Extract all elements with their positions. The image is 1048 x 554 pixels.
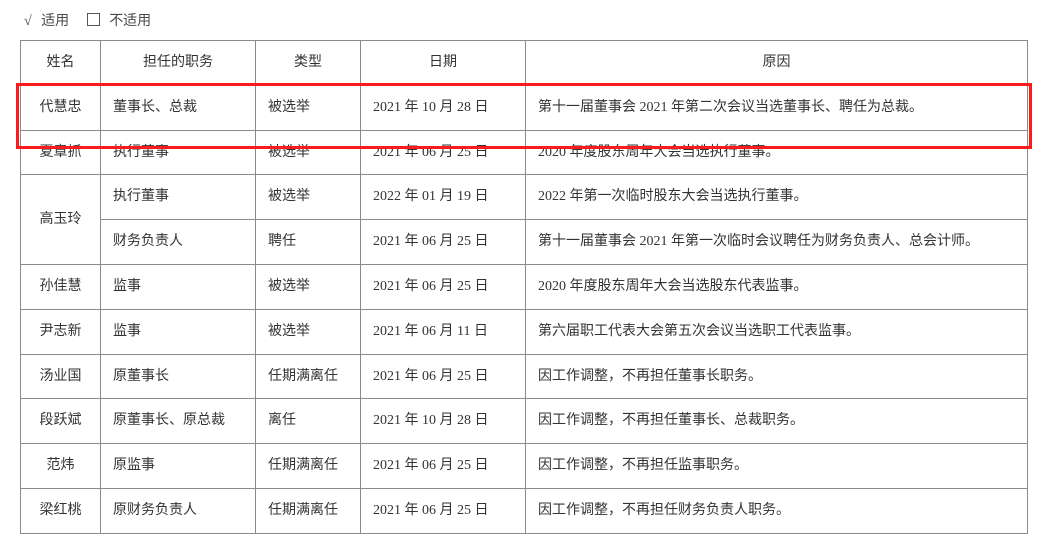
cell-date: 2021 年 06 月 25 日 — [361, 264, 526, 309]
cell-date: 2021 年 06 月 11 日 — [361, 309, 526, 354]
cell-name: 代慧忠 — [21, 85, 101, 130]
table-row: 尹志新 监事 被选举 2021 年 06 月 11 日 第六届职工代表大会第五次… — [21, 309, 1028, 354]
cell-type: 被选举 — [256, 264, 361, 309]
cell-reason: 2020 年度股东周年大会当选执行董事。 — [526, 130, 1028, 175]
cell-name: 高玉玲 — [21, 175, 101, 265]
table-row: 夏章抓 执行董事 被选举 2021 年 06 月 25 日 2020 年度股东周… — [21, 130, 1028, 175]
cell-position: 财务负责人 — [101, 220, 256, 265]
cell-reason: 第十一届董事会 2021 年第一次临时会议聘任为财务负责人、总会计师。 — [526, 220, 1028, 265]
table-row: 高玉玲 执行董事 被选举 2022 年 01 月 19 日 2022 年第一次临… — [21, 175, 1028, 220]
cell-reason: 2022 年第一次临时股东大会当选执行董事。 — [526, 175, 1028, 220]
cell-name: 孙佳慧 — [21, 264, 101, 309]
table-row: 孙佳慧 监事 被选举 2021 年 06 月 25 日 2020 年度股东周年大… — [21, 264, 1028, 309]
cell-date: 2021 年 10 月 28 日 — [361, 85, 526, 130]
cell-type: 被选举 — [256, 309, 361, 354]
table-header-row: 姓名 担任的职务 类型 日期 原因 — [21, 41, 1028, 86]
cell-reason: 因工作调整，不再担任财务负责人职务。 — [526, 488, 1028, 533]
table-row: 段跃斌 原董事长、原总裁 离任 2021 年 10 月 28 日 因工作调整，不… — [21, 399, 1028, 444]
cell-type: 聘任 — [256, 220, 361, 265]
cell-name: 范炜 — [21, 444, 101, 489]
cell-reason: 因工作调整，不再担任监事职务。 — [526, 444, 1028, 489]
cell-date: 2021 年 06 月 25 日 — [361, 130, 526, 175]
table-wrapper: 姓名 担任的职务 类型 日期 原因 代慧忠 董事长、总裁 被选举 2021 年 … — [20, 40, 1028, 534]
col-header-position: 担任的职务 — [101, 41, 256, 86]
cell-position: 监事 — [101, 264, 256, 309]
cell-position: 董事长、总裁 — [101, 85, 256, 130]
cell-type: 被选举 — [256, 175, 361, 220]
cell-position: 原董事长、原总裁 — [101, 399, 256, 444]
table-row: 梁红桃 原财务负责人 任期满离任 2021 年 06 月 25 日 因工作调整，… — [21, 488, 1028, 533]
cell-position: 监事 — [101, 309, 256, 354]
col-header-date: 日期 — [361, 41, 526, 86]
table-row: 汤业国 原董事长 任期满离任 2021 年 06 月 25 日 因工作调整，不再… — [21, 354, 1028, 399]
cell-position: 原财务负责人 — [101, 488, 256, 533]
cell-reason: 因工作调整，不再担任董事长职务。 — [526, 354, 1028, 399]
cell-reason: 第十一届董事会 2021 年第二次会议当选董事长、聘任为总裁。 — [526, 85, 1028, 130]
col-header-type: 类型 — [256, 41, 361, 86]
cell-position: 原董事长 — [101, 354, 256, 399]
applicable-label: 适用 — [41, 14, 69, 29]
cell-reason: 因工作调整，不再担任董事长、总裁职务。 — [526, 399, 1028, 444]
cell-date: 2021 年 10 月 28 日 — [361, 399, 526, 444]
cell-name: 夏章抓 — [21, 130, 101, 175]
cell-reason: 第六届职工代表大会第五次会议当选职工代表监事。 — [526, 309, 1028, 354]
cell-date: 2021 年 06 月 25 日 — [361, 354, 526, 399]
cell-position: 执行董事 — [101, 130, 256, 175]
cell-date: 2021 年 06 月 25 日 — [361, 444, 526, 489]
cell-name: 梁红桃 — [21, 488, 101, 533]
cell-name: 汤业国 — [21, 354, 101, 399]
cell-type: 任期满离任 — [256, 444, 361, 489]
col-header-name: 姓名 — [21, 41, 101, 86]
cell-type: 被选举 — [256, 130, 361, 175]
cell-reason: 2020 年度股东周年大会当选股东代表监事。 — [526, 264, 1028, 309]
checkbox-empty-icon — [87, 13, 100, 26]
personnel-table: 姓名 担任的职务 类型 日期 原因 代慧忠 董事长、总裁 被选举 2021 年 … — [20, 40, 1028, 534]
cell-position: 执行董事 — [101, 175, 256, 220]
table-row: 财务负责人 聘任 2021 年 06 月 25 日 第十一届董事会 2021 年… — [21, 220, 1028, 265]
check-icon: √ — [24, 14, 32, 29]
col-header-reason: 原因 — [526, 41, 1028, 86]
applicability-line: √ 适用 不适用 — [24, 10, 1028, 30]
cell-type: 离任 — [256, 399, 361, 444]
cell-type: 任期满离任 — [256, 354, 361, 399]
cell-date: 2021 年 06 月 25 日 — [361, 220, 526, 265]
table-row: 代慧忠 董事长、总裁 被选举 2021 年 10 月 28 日 第十一届董事会 … — [21, 85, 1028, 130]
cell-position: 原监事 — [101, 444, 256, 489]
cell-date: 2021 年 06 月 25 日 — [361, 488, 526, 533]
cell-type: 任期满离任 — [256, 488, 361, 533]
not-applicable-label: 不适用 — [109, 14, 151, 29]
cell-name: 尹志新 — [21, 309, 101, 354]
cell-type: 被选举 — [256, 85, 361, 130]
cell-name: 段跃斌 — [21, 399, 101, 444]
table-row: 范炜 原监事 任期满离任 2021 年 06 月 25 日 因工作调整，不再担任… — [21, 444, 1028, 489]
cell-date: 2022 年 01 月 19 日 — [361, 175, 526, 220]
